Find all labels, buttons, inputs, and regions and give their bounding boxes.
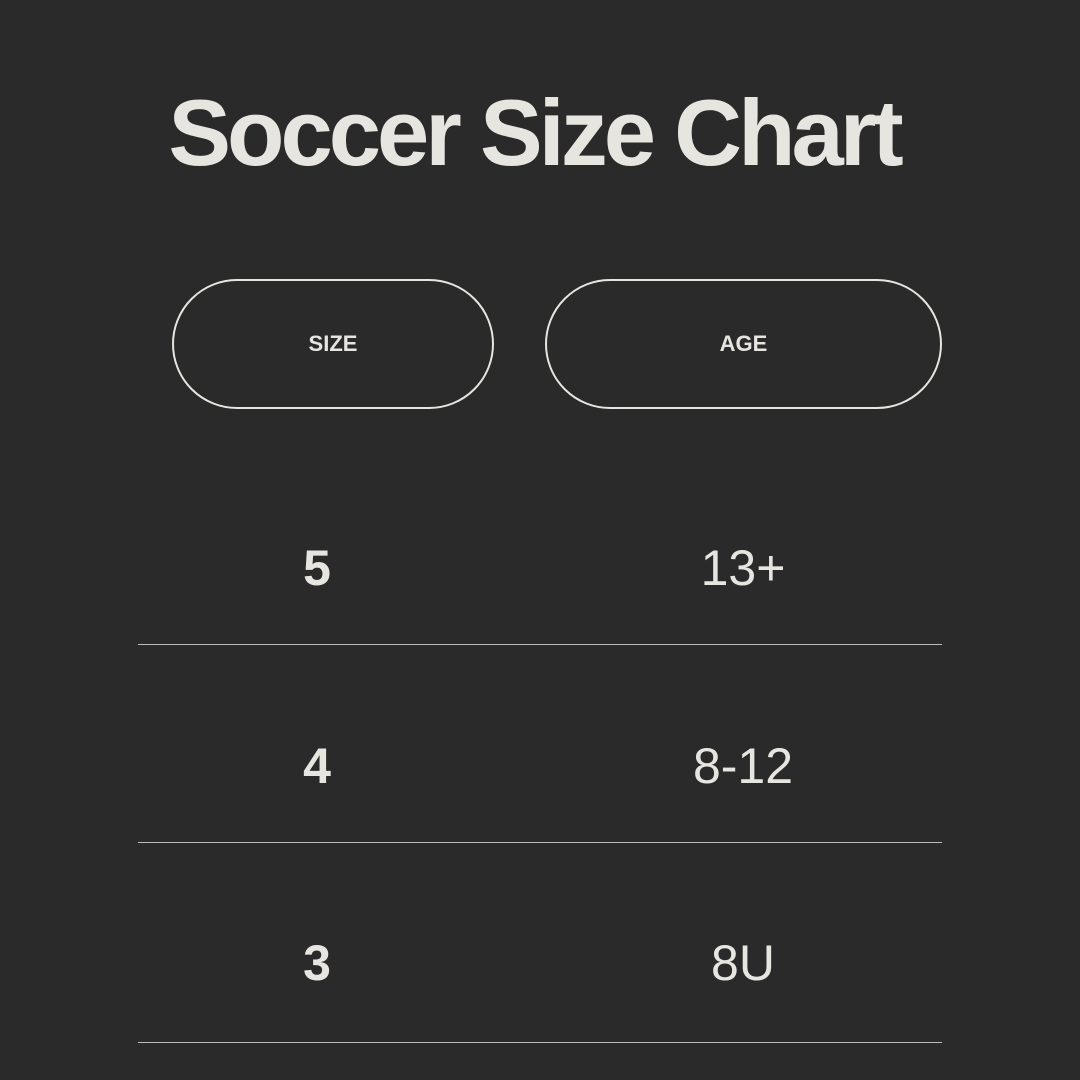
row-divider	[138, 644, 942, 645]
row-divider	[138, 1042, 942, 1043]
row-3-size: 3	[303, 935, 331, 991]
row-2-age: 8-12	[692, 738, 794, 794]
row-1-age: 13+	[700, 540, 786, 596]
row-divider	[138, 842, 942, 843]
row-1-size: 5	[303, 540, 331, 596]
age-header-pill: AGE	[545, 279, 942, 409]
size-header-label: SIZE	[308, 331, 358, 356]
age-header-label: AGE	[719, 331, 768, 356]
size-header-pill: SIZE	[172, 279, 494, 409]
row-2-size: 4	[303, 738, 331, 794]
row-3-age: 8U	[711, 935, 775, 991]
page-title: Soccer Size Chart	[168, 80, 903, 185]
